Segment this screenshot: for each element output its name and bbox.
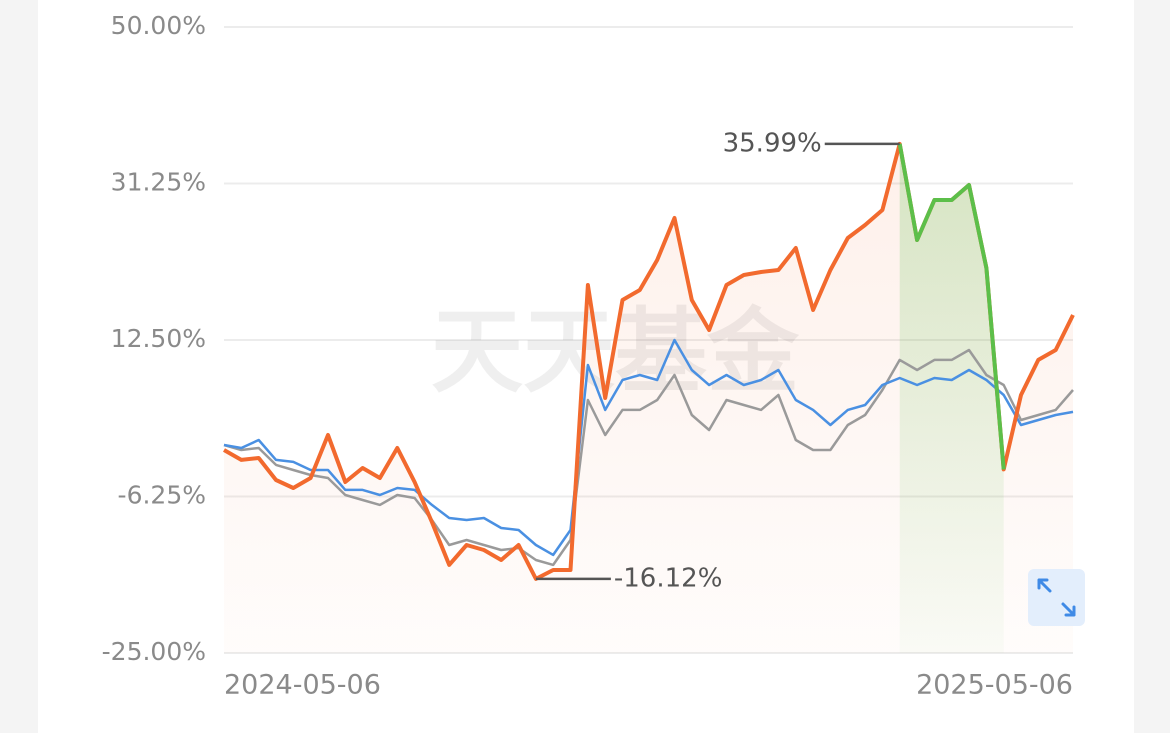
annotation-label: -16.12% — [614, 563, 723, 593]
expand-button[interactable] — [1028, 569, 1085, 626]
series-line — [223, 338, 1074, 557]
y-tick-label: -6.25% — [118, 481, 206, 510]
drawdown-area — [899, 143, 1004, 653]
expand-icon[interactable] — [1037, 578, 1076, 617]
y-tick-label: 31.25% — [111, 168, 206, 197]
annotation-label: 35.99% — [723, 128, 822, 158]
x-tick-label: 2025-05-06 — [916, 670, 1073, 701]
expand-button-bg[interactable] — [1028, 569, 1085, 626]
x-tick-label: 2024-05-06 — [224, 670, 381, 701]
area-fill — [224, 143, 1073, 653]
y-tick-label: 12.50% — [111, 324, 206, 353]
watermark: 天天基金 — [431, 298, 800, 406]
y-tick-label: 50.00% — [111, 11, 206, 40]
series-line — [223, 348, 1074, 567]
drawdown-line — [897, 143, 1006, 470]
y-tick-label: -25.00% — [102, 637, 206, 666]
